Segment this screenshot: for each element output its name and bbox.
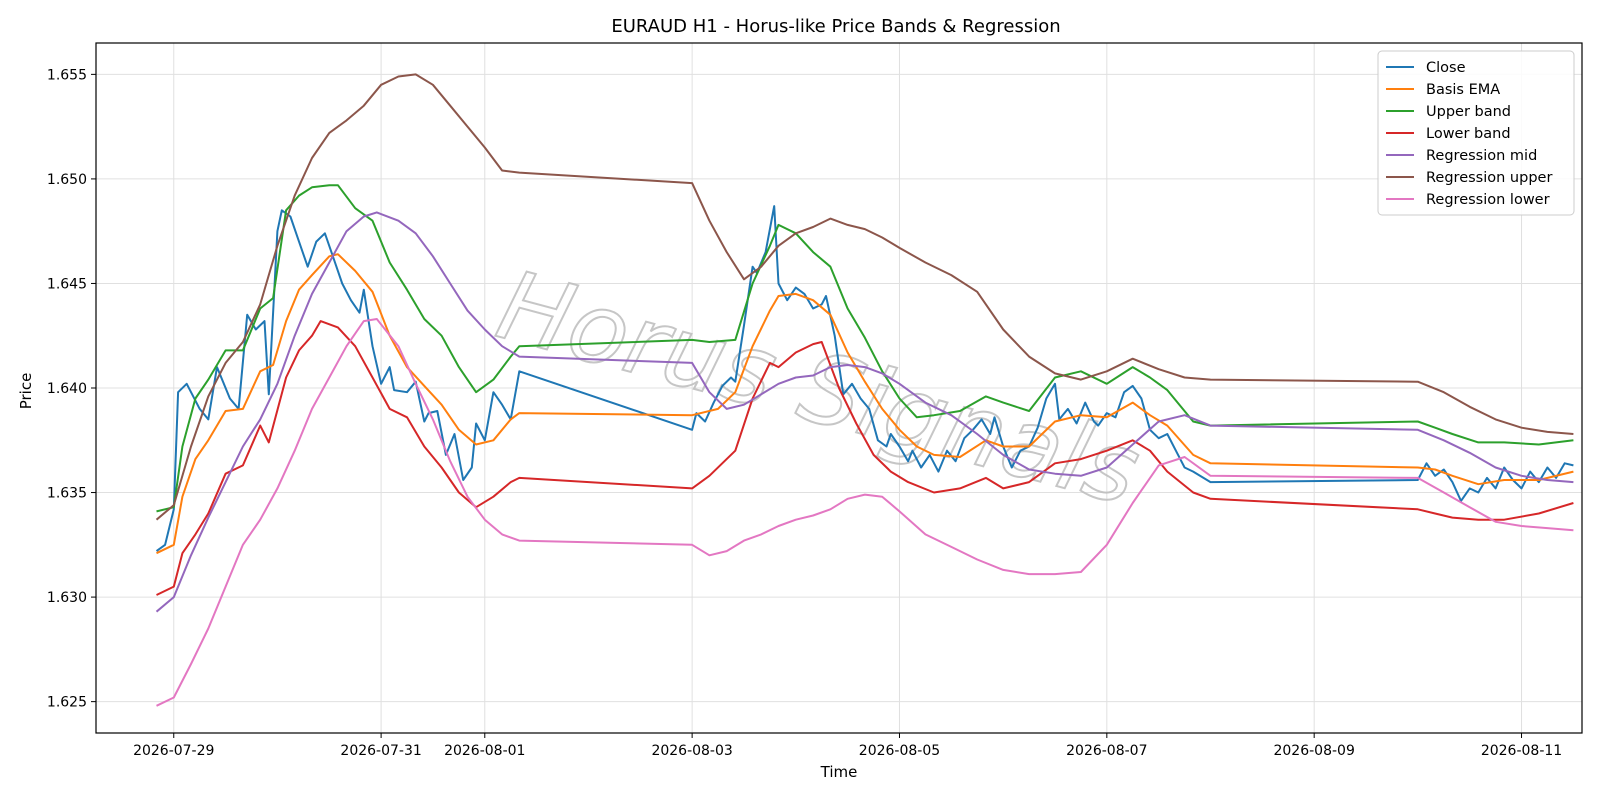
legend-item: Regression mid — [1386, 148, 1537, 164]
legend-label: Basis EMA — [1426, 82, 1500, 98]
legend-item: Upper band — [1386, 104, 1511, 120]
y-tick-label: 1.635 — [47, 486, 87, 502]
legend-item: Regression lower — [1386, 192, 1550, 208]
x-tick-label: 2026-08-03 — [651, 743, 732, 759]
y-tick-label: 1.645 — [47, 276, 87, 292]
legend: Close Basis EMA Upper band Lower band Regres… — [1377, 50, 1575, 216]
chart-title: EURAUD H1 - Horus-like Price Bands & Reg… — [611, 16, 1060, 37]
legend-item: Regression upper — [1386, 170, 1552, 186]
series-line-regression-mid — [155, 211, 1574, 613]
y-tick-label: 1.625 — [47, 695, 87, 711]
legend-label: Regression mid — [1426, 148, 1537, 164]
legend-label: Upper band — [1426, 104, 1511, 120]
legend-label: Regression upper — [1426, 170, 1552, 186]
axes-layer: 2026-07-29 2026-07-31 2026-08-01 2026-08-03… — [47, 67, 1562, 759]
legend-label: Lower band — [1426, 126, 1511, 142]
x-tick-label: 2026-07-31 — [340, 743, 421, 759]
y-tick-label: 1.655 — [47, 67, 87, 83]
legend-label: Regression lower — [1426, 192, 1550, 208]
legend-box — [1377, 50, 1575, 216]
legend-label: Close — [1426, 60, 1466, 76]
y-tick-label: 1.650 — [47, 172, 87, 188]
series-line-regression-lower — [156, 318, 1574, 707]
series-line-regression-upper — [155, 73, 1574, 521]
x-tick-label: 2026-07-29 — [133, 743, 214, 759]
series-line-lower-band — [156, 320, 1574, 596]
x-axis-title: Time — [820, 763, 858, 781]
series-line-upper-band — [156, 184, 1574, 513]
x-tick-label: 2026-08-05 — [859, 743, 940, 759]
y-tick-label: 1.640 — [47, 381, 87, 397]
series-line-close — [155, 205, 1574, 552]
legend-item: Basis EMA — [1386, 82, 1500, 98]
series-layer — [155, 73, 1574, 707]
legend-item: Close — [1386, 60, 1466, 76]
y-axis-title: Price — [17, 373, 35, 410]
series-line-basis-ema — [156, 253, 1574, 555]
legend-item: Lower band — [1386, 126, 1511, 142]
y-tick-label: 1.630 — [47, 590, 87, 606]
x-tick-label: 2026-08-01 — [444, 743, 525, 759]
x-tick-label: 2026-08-09 — [1273, 743, 1354, 759]
x-tick-label: 2026-08-07 — [1066, 743, 1147, 759]
x-tick-label: 2026-08-11 — [1481, 743, 1562, 759]
